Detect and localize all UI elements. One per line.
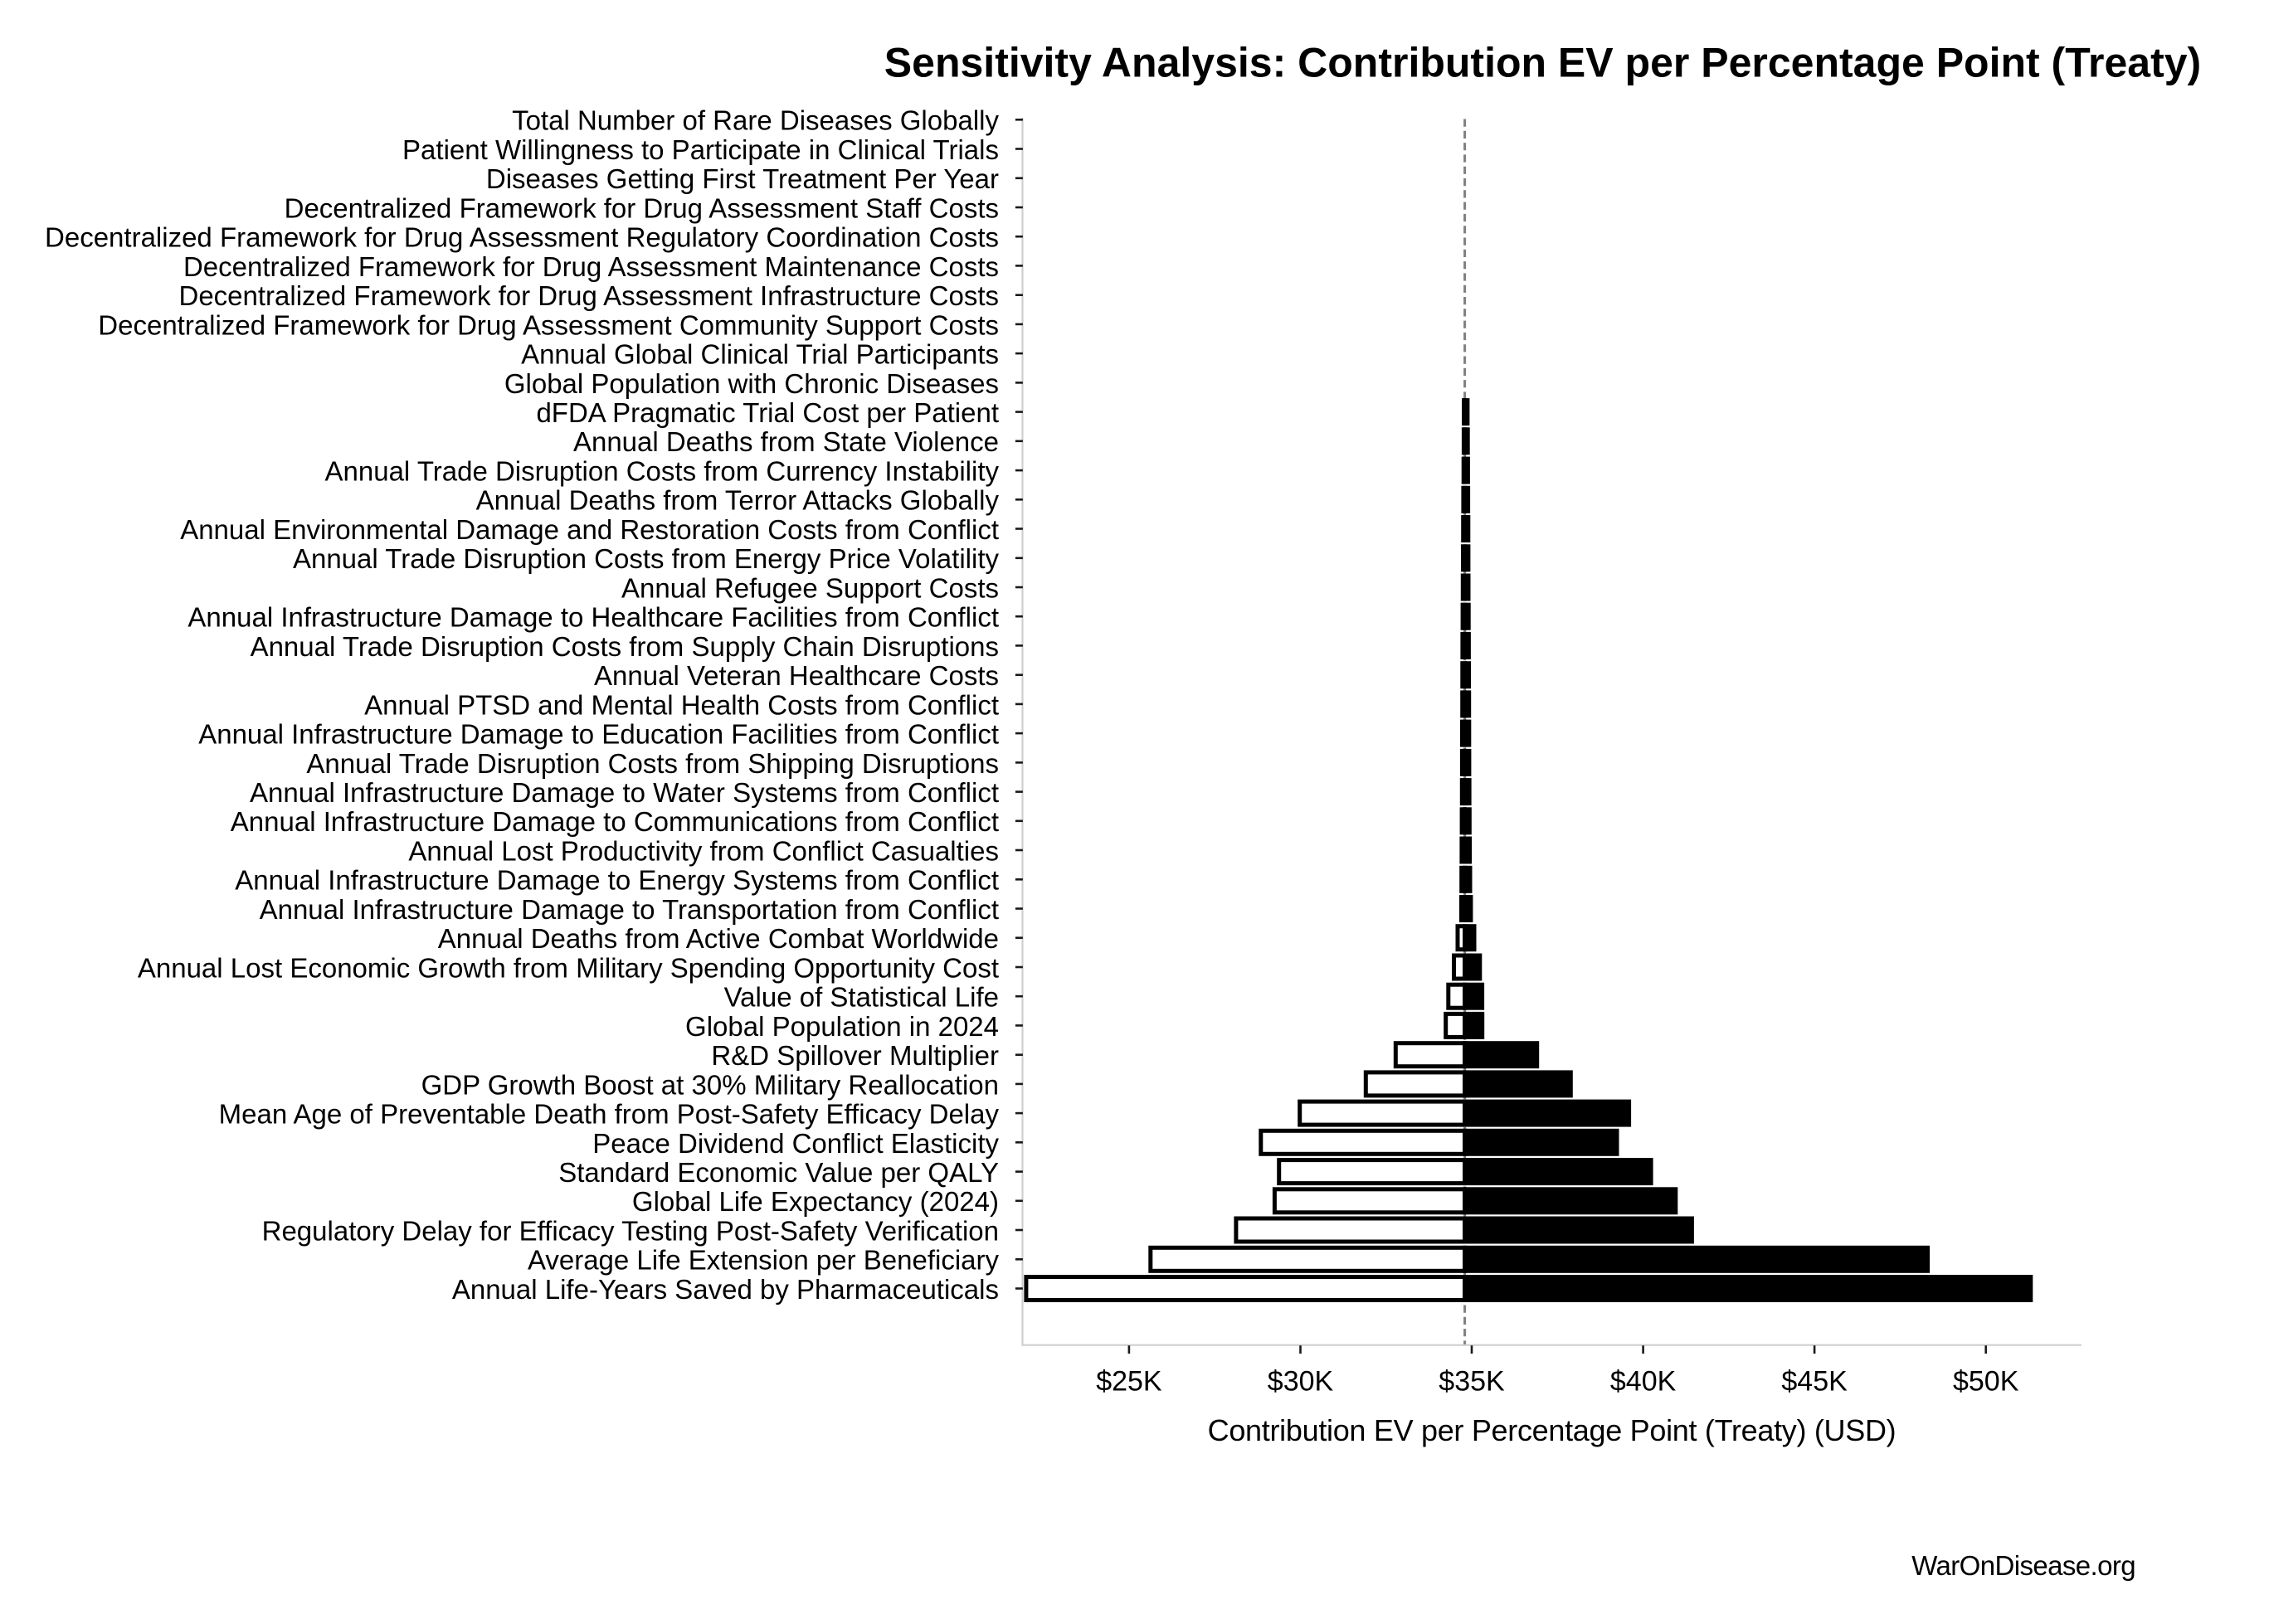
svg-text:Patient Willingness to Partici: Patient Willingness to Participate in Cl… [402,134,999,165]
svg-text:Sensitivity Analysis: Contribu: Sensitivity Analysis: Contribution EV pe… [884,39,2201,85]
svg-text:Annual Lost Economic Growth fr: Annual Lost Economic Growth from Militar… [138,952,999,983]
svg-text:WarOnDisease.org: WarOnDisease.org [1911,1550,2135,1581]
svg-text:Mean Age of Preventable Death: Mean Age of Preventable Death from Post-… [219,1099,1000,1130]
svg-text:Global Life Expectancy (2024): Global Life Expectancy (2024) [632,1186,999,1217]
svg-text:Average Life Extension per Ben: Average Life Extension per Beneficiary [528,1245,1000,1276]
svg-text:Annual Infrastructure Damage t: Annual Infrastructure Damage to Transpor… [260,894,999,925]
svg-text:Annual Infrastructure Damage t: Annual Infrastructure Damage to Educatio… [198,719,999,750]
svg-text:Annual PTSD and Mental Health: Annual PTSD and Mental Health Costs from… [364,689,999,720]
svg-text:Standard Economic Value per QA: Standard Economic Value per QALY [558,1157,999,1188]
svg-text:Total Number of Rare Diseases: Total Number of Rare Diseases Globally [512,105,999,136]
svg-text:Annual Trade Disruption Costs: Annual Trade Disruption Costs from Curre… [325,456,1000,487]
svg-text:Annual Infrastructure Damage t: Annual Infrastructure Damage to Water Sy… [250,777,999,808]
svg-text:Annual Refugee Support Costs: Annual Refugee Support Costs [621,572,999,603]
svg-text:Decentralized Framework for Dr: Decentralized Framework for Drug Assessm… [98,309,999,340]
svg-text:Decentralized Framework for Dr: Decentralized Framework for Drug Assessm… [178,280,999,311]
svg-text:Annual Infrastructure Damage t: Annual Infrastructure Damage to Communic… [231,806,999,837]
svg-text:Decentralized Framework for Dr: Decentralized Framework for Drug Assessm… [45,222,999,253]
svg-text:Annual Trade Disruption Costs: Annual Trade Disruption Costs from Suppl… [251,631,999,662]
svg-text:Diseases Getting First Treatme: Diseases Getting First Treatment Per Yea… [486,163,999,194]
svg-text:Peace Dividend Conflict Elasti: Peace Dividend Conflict Elasticity [592,1128,999,1159]
svg-text:Annual Lost Productivity from: Annual Lost Productivity from Conflict C… [408,836,999,867]
svg-text:Value of Statistical Life: Value of Statistical Life [724,982,999,1013]
svg-text:Annual Global Clinical Trial P: Annual Global Clinical Trial Participant… [521,339,999,370]
svg-text:Annual Trade Disruption Costs: Annual Trade Disruption Costs from Energ… [293,543,1000,574]
svg-text:$30K: $30K [1268,1366,1334,1398]
svg-text:Contribution EV per Percentage: Contribution EV per Percentage Point (Tr… [1208,1413,1897,1447]
svg-text:R&D Spillover Multiplier: R&D Spillover Multiplier [711,1040,999,1071]
svg-text:$40K: $40K [1610,1366,1677,1398]
svg-text:Annual Infrastructure Damage t: Annual Infrastructure Damage to Energy S… [235,865,999,896]
svg-text:Annual Infrastructure Damage t: Annual Infrastructure Damage to Healthca… [187,602,999,633]
svg-text:Annual Veteran Healthcare Cost: Annual Veteran Healthcare Costs [594,660,999,691]
svg-text:dFDA Pragmatic Trial Cost per: dFDA Pragmatic Trial Cost per Patient [536,397,999,428]
svg-text:$45K: $45K [1781,1366,1848,1398]
svg-text:Global Population in 2024: Global Population in 2024 [685,1011,999,1042]
svg-text:Annual Life-Years Saved by Pha: Annual Life-Years Saved by Pharmaceutica… [452,1274,999,1305]
svg-text:Annual Deaths from State Viole: Annual Deaths from State Violence [573,426,999,457]
svg-text:Annual Environmental Damage an: Annual Environmental Damage and Restorat… [180,514,999,545]
svg-text:Decentralized Framework for Dr: Decentralized Framework for Drug Assessm… [285,192,999,223]
svg-text:GDP Growth Boost at 30% Milita: GDP Growth Boost at 30% Military Realloc… [421,1069,999,1100]
svg-text:Decentralized Framework for Dr: Decentralized Framework for Drug Assessm… [183,251,999,282]
svg-text:Annual Deaths from Terror Atta: Annual Deaths from Terror Attacks Global… [476,485,1000,516]
svg-text:Global Population with Chronic: Global Population with Chronic Diseases [504,368,999,399]
svg-text:Annual Trade Disruption Costs: Annual Trade Disruption Costs from Shipp… [306,748,999,779]
svg-text:Annual Deaths from Active Comb: Annual Deaths from Active Combat Worldwi… [438,923,999,954]
svg-text:$50K: $50K [1953,1366,2019,1398]
svg-text:$35K: $35K [1439,1366,1505,1398]
svg-text:$25K: $25K [1096,1366,1162,1398]
svg-text:Regulatory Delay for Efficacy: Regulatory Delay for Efficacy Testing Po… [262,1215,999,1246]
